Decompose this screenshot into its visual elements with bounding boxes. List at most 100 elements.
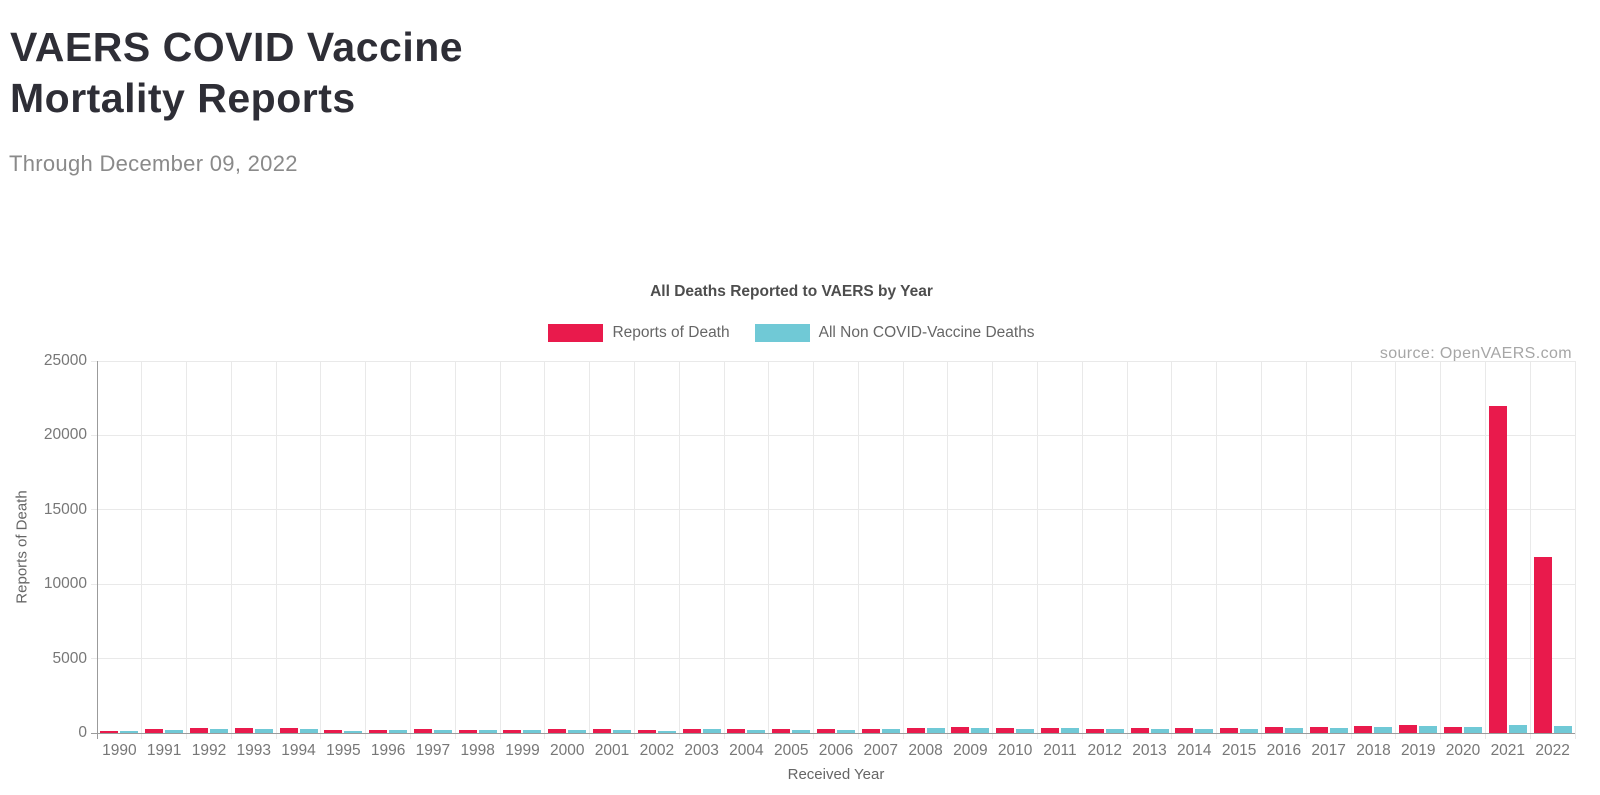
non-covid-deaths-bar-2001[interactable] [613, 730, 632, 733]
death-reports-bar-2021[interactable] [1488, 406, 1507, 733]
non-covid-deaths-bar-1999[interactable] [523, 730, 542, 733]
death-reports-bar-1993[interactable] [234, 728, 253, 733]
x-tick-label-2016: 2016 [1266, 742, 1302, 759]
death-reports-bar-1992[interactable] [189, 728, 208, 733]
page-title-line2: Mortality Reports [10, 75, 356, 121]
non-covid-deaths-bar-2017[interactable] [1329, 728, 1348, 733]
non-covid-deaths-bar-2000[interactable] [568, 730, 587, 733]
non-covid-deaths-bar-1996[interactable] [389, 730, 408, 733]
death-reports-bar-2019[interactable] [1399, 725, 1418, 733]
non-covid-deaths-bar-1993[interactable] [254, 729, 273, 733]
non-covid-deaths-bar-1995[interactable] [344, 731, 363, 733]
legend-item-all-non-covid-vaccine-deaths[interactable]: All Non COVID-Vaccine Deaths [754, 324, 1035, 342]
death-reports-bar-2016[interactable] [1264, 727, 1283, 733]
legend-item-reports-of-death[interactable]: Reports of Death [548, 324, 730, 342]
death-reports-bar-2002[interactable] [637, 730, 656, 733]
x-tick-label-2005: 2005 [773, 742, 809, 759]
grid-line-x [1305, 361, 1307, 739]
non-covid-deaths-bar-2018[interactable] [1374, 727, 1393, 733]
x-tick-label-2020: 2020 [1445, 742, 1481, 759]
death-reports-bar-1995[interactable] [324, 730, 343, 733]
grid-line-y-20000 [91, 434, 1575, 436]
non-covid-deaths-bar-2019[interactable] [1419, 726, 1438, 733]
non-covid-deaths-bar-2009[interactable] [971, 728, 990, 733]
grid-line-x [1484, 361, 1486, 739]
death-reports-bar-1990[interactable] [100, 731, 119, 733]
x-tick-label-1999: 1999 [505, 742, 540, 759]
grid-line-x [186, 361, 188, 739]
non-covid-deaths-bar-2020[interactable] [1464, 727, 1483, 733]
grid-line-x [365, 361, 367, 739]
grid-line-x [589, 361, 591, 739]
non-covid-deaths-bar-2013[interactable] [1150, 729, 1169, 733]
x-axis-title: Received Year [787, 766, 885, 783]
non-covid-deaths-bar-2005[interactable] [792, 730, 811, 733]
x-tick-label-1991: 1991 [146, 742, 182, 759]
non-covid-deaths-bar-1991[interactable] [165, 730, 184, 733]
non-covid-deaths-bar-1997[interactable] [433, 730, 452, 733]
grid-line-x [992, 361, 994, 739]
legend-swatch [548, 324, 604, 342]
non-covid-deaths-bar-2008[interactable] [926, 728, 945, 733]
page-title: VAERS COVID Vaccine Mortality Reports [10, 22, 463, 124]
death-reports-bar-2013[interactable] [1130, 728, 1149, 733]
x-tick-label-2000: 2000 [550, 742, 585, 759]
death-reports-bar-2010[interactable] [996, 728, 1015, 733]
death-reports-bar-1991[interactable] [145, 729, 164, 733]
grid-line-x [544, 361, 546, 739]
grid-line-x [1395, 361, 1397, 739]
non-covid-deaths-bar-2012[interactable] [1105, 729, 1124, 733]
death-reports-bar-2022[interactable] [1533, 557, 1552, 733]
non-covid-deaths-bar-1992[interactable] [209, 729, 228, 733]
grid-line-x [1529, 361, 1531, 739]
death-reports-bar-2000[interactable] [548, 729, 567, 733]
death-reports-bar-2003[interactable] [682, 729, 701, 733]
death-reports-bar-1994[interactable] [279, 728, 298, 733]
non-covid-deaths-bar-2011[interactable] [1060, 728, 1079, 733]
non-covid-deaths-bar-1990[interactable] [120, 731, 139, 733]
grid-line-x [947, 361, 949, 739]
non-covid-deaths-bar-2003[interactable] [702, 729, 721, 733]
death-reports-bar-2001[interactable] [593, 729, 612, 733]
y-tick-label: 0 [78, 724, 87, 741]
x-axis-line [91, 733, 1575, 734]
plot-area: 0 5000 10000 15000 20000 25000 1990 1991 1992 199… [44, 352, 1576, 759]
death-reports-bar-2008[interactable] [906, 728, 925, 733]
x-tick-label-2004: 2004 [729, 742, 764, 759]
grid-line-x [1574, 361, 1576, 739]
grid-line-y-5000 [91, 658, 1575, 660]
death-reports-bar-2007[interactable] [861, 729, 880, 733]
non-covid-deaths-bar-2006[interactable] [837, 730, 855, 733]
x-tick-label-2001: 2001 [594, 742, 630, 759]
x-tick-label-1994: 1994 [281, 742, 316, 759]
x-tick-label-1997: 1997 [415, 742, 451, 759]
death-reports-bar-1999[interactable] [503, 730, 522, 733]
y-tick-label: 25000 [43, 352, 87, 369]
death-reports-bar-2014[interactable] [1175, 728, 1194, 733]
death-reports-bar-2006[interactable] [817, 729, 835, 733]
non-covid-deaths-bar-2002[interactable] [657, 731, 676, 733]
death-reports-bar-2017[interactable] [1309, 727, 1328, 733]
non-covid-deaths-bar-2021[interactable] [1508, 725, 1527, 733]
non-covid-deaths-bar-2022[interactable] [1553, 726, 1572, 733]
death-reports-bar-1998[interactable] [458, 730, 477, 733]
grid-line-x [633, 361, 635, 739]
death-reports-bar-2020[interactable] [1444, 727, 1463, 733]
non-covid-deaths-bar-1994[interactable] [299, 729, 318, 733]
death-reports-bar-2018[interactable] [1354, 726, 1373, 733]
non-covid-deaths-bar-2010[interactable] [1016, 729, 1035, 733]
death-reports-bar-2015[interactable] [1220, 728, 1239, 733]
death-reports-bar-2005[interactable] [772, 729, 791, 733]
death-reports-bar-1997[interactable] [413, 729, 432, 733]
non-covid-deaths-bar-2016[interactable] [1284, 728, 1303, 733]
death-reports-bar-2012[interactable] [1085, 729, 1104, 733]
death-reports-bar-2009[interactable] [951, 727, 970, 733]
non-covid-deaths-bar-2015[interactable] [1240, 729, 1259, 733]
non-covid-deaths-bar-2014[interactable] [1195, 729, 1214, 733]
non-covid-deaths-bar-1998[interactable] [478, 730, 497, 733]
non-covid-deaths-bar-2004[interactable] [747, 730, 766, 733]
death-reports-bar-1996[interactable] [369, 730, 388, 733]
death-reports-bar-2011[interactable] [1040, 728, 1059, 733]
non-covid-deaths-bar-2007[interactable] [881, 729, 900, 733]
death-reports-bar-2004[interactable] [727, 729, 746, 733]
